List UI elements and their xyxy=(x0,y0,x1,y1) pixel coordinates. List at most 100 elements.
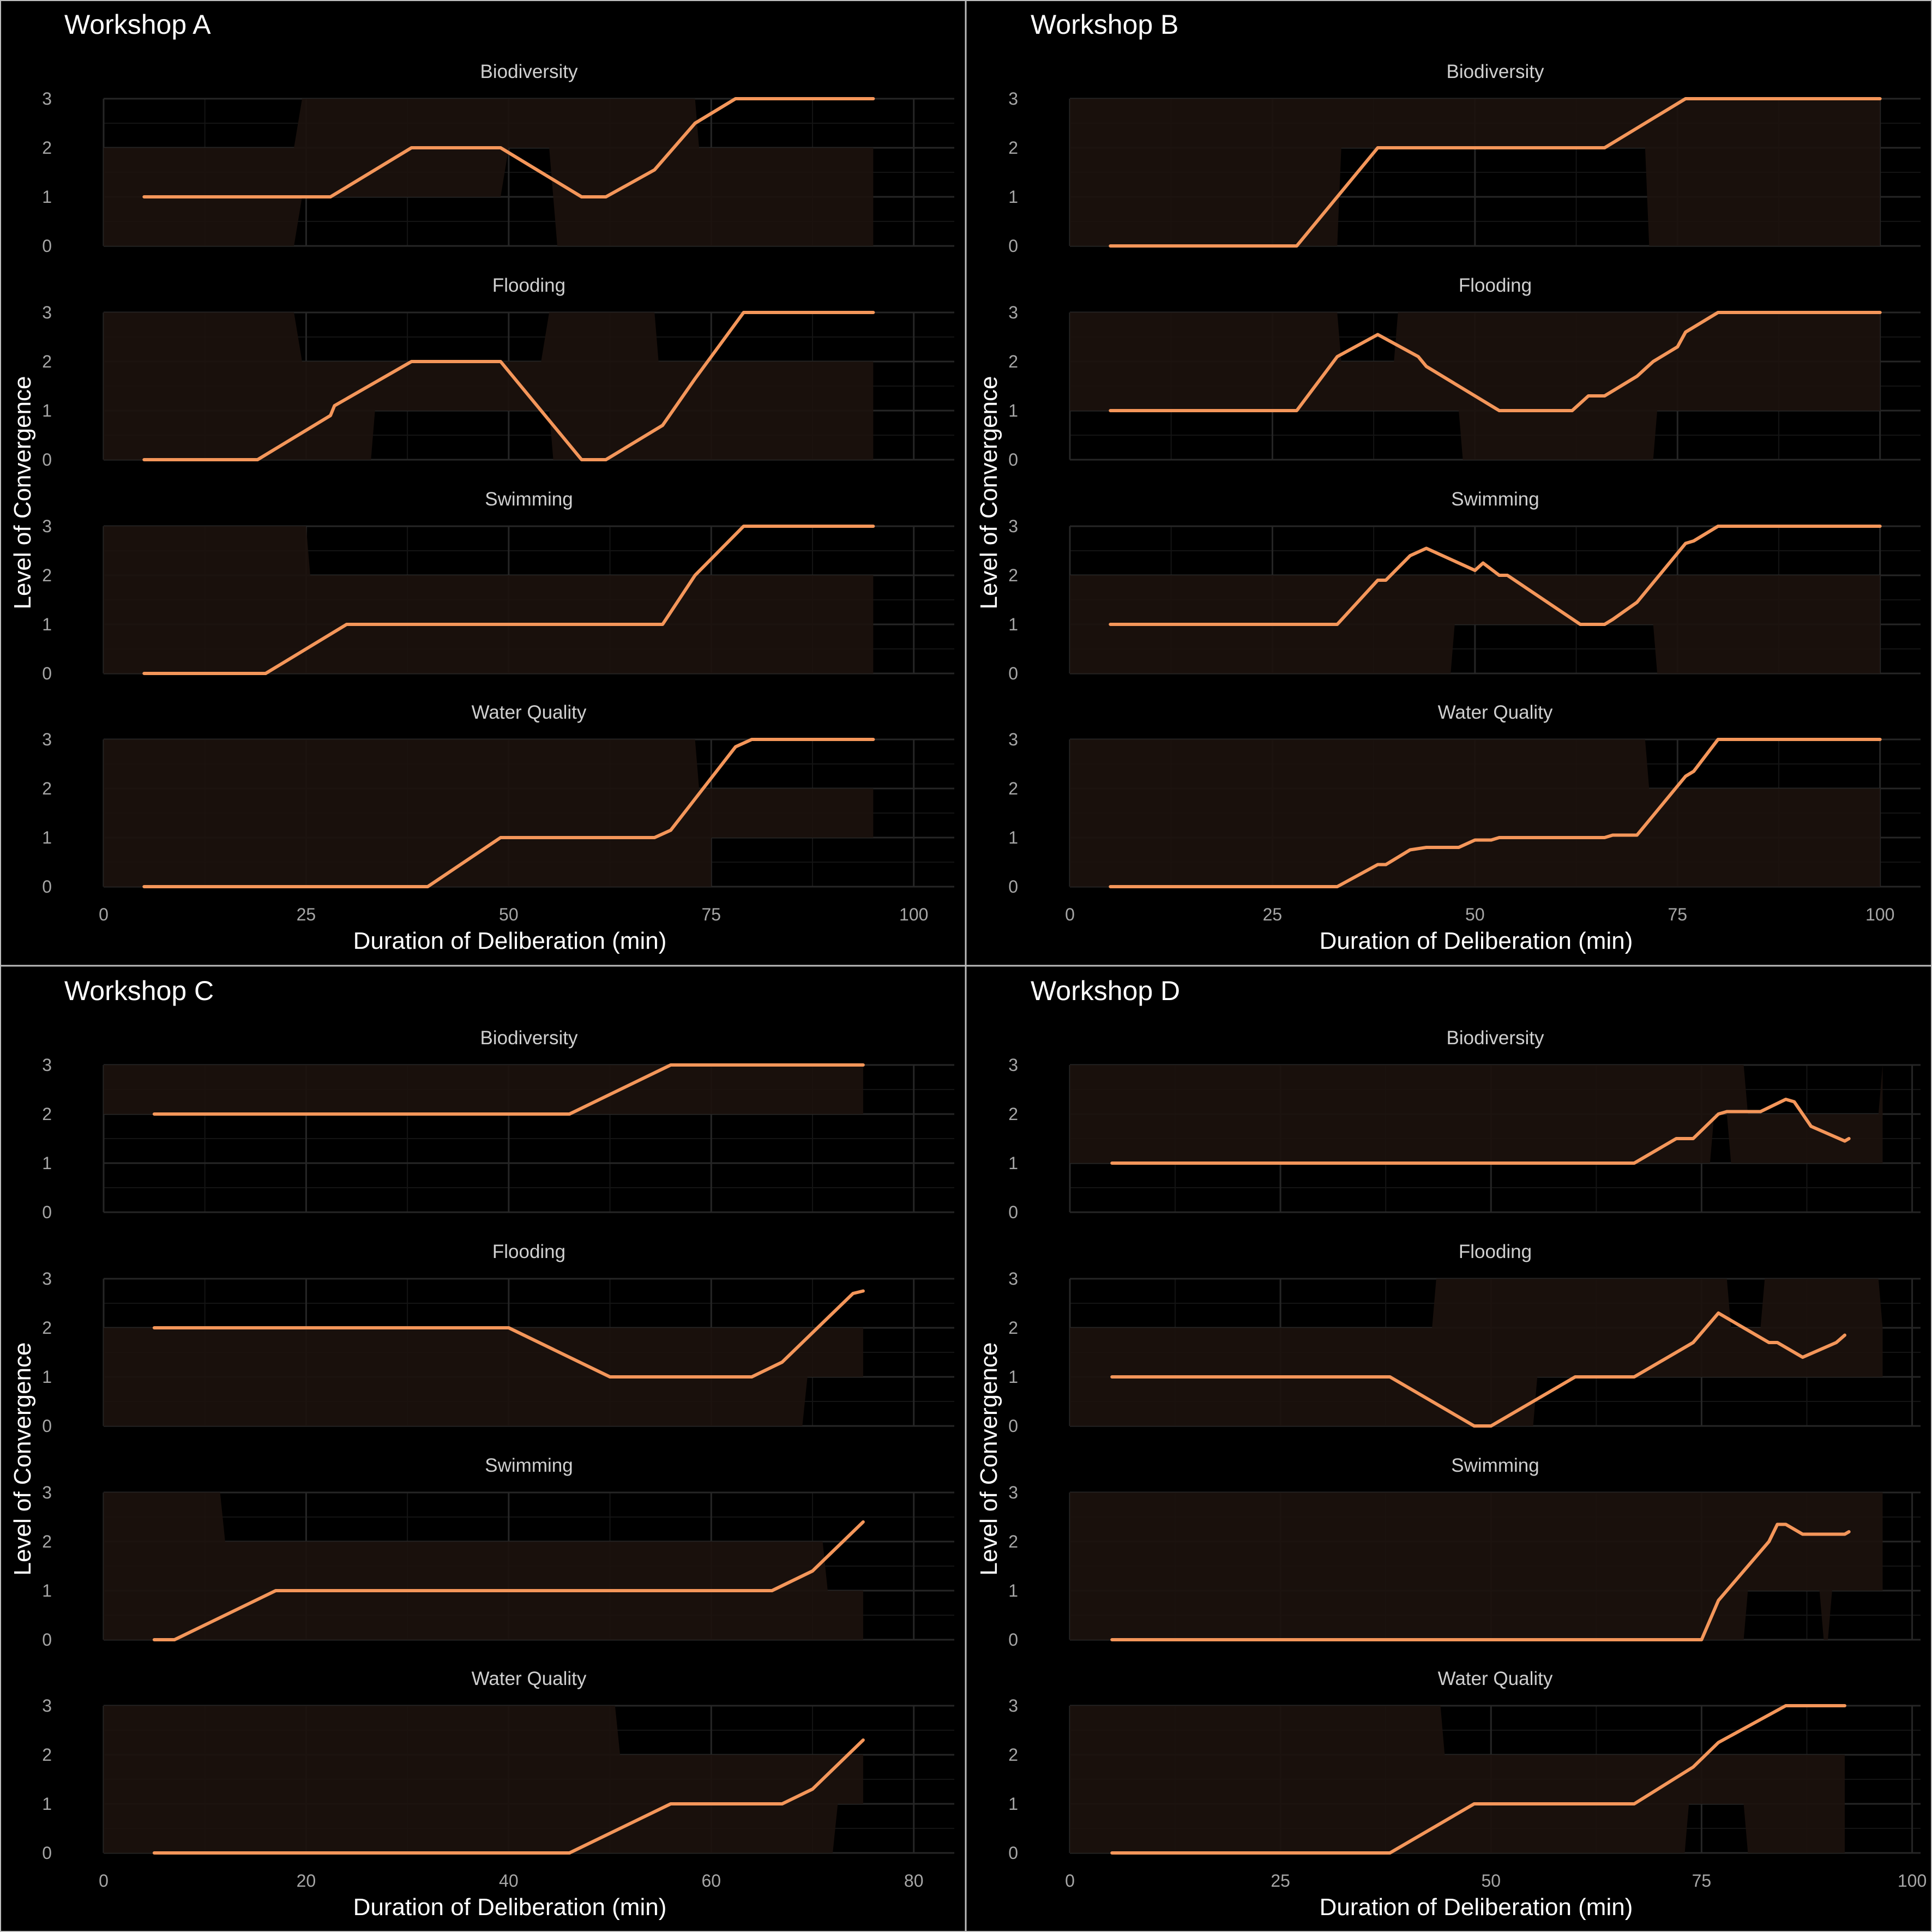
y-tick-label: 2 xyxy=(42,1318,52,1338)
y-tick-label: 3 xyxy=(1008,89,1018,109)
y-tick-label: 3 xyxy=(1008,1483,1018,1502)
y-tick-label: 2 xyxy=(42,565,52,585)
convergence-line xyxy=(142,525,875,675)
convergence-line xyxy=(152,1520,865,1641)
x-tick-label: 50 xyxy=(499,905,519,924)
y-tick-label: 3 xyxy=(1008,1055,1018,1075)
y-tick-label: 1 xyxy=(42,615,52,634)
y-tick-label: 0 xyxy=(1008,1416,1018,1436)
convergence-line xyxy=(1110,1098,1851,1165)
y-tick-label: 0 xyxy=(42,1416,52,1436)
y-tick-label: 2 xyxy=(1008,779,1018,798)
y-tick-label: 0 xyxy=(42,1630,52,1650)
y-tick-label: 0 xyxy=(42,877,52,896)
facet-label: Flooding xyxy=(1459,1241,1532,1262)
convergence-line xyxy=(152,1063,865,1116)
y-tick-label: 0 xyxy=(42,450,52,470)
facet-biodiversity: Biodiversity 0 1 2 3 xyxy=(1008,1027,1921,1222)
y-tick-label: 0 xyxy=(1008,664,1018,683)
facet-label: Biodiversity xyxy=(480,61,578,82)
range-band xyxy=(104,1065,863,1114)
facet-label: Swimming xyxy=(1451,1455,1539,1476)
y-tick-label: 3 xyxy=(42,1055,52,1075)
x-axis-title: Duration of Deliberation (min) xyxy=(1320,1894,1633,1921)
range-band xyxy=(104,1492,863,1640)
workshop-title: Workshop A xyxy=(64,9,211,40)
y-tick-label: 1 xyxy=(1008,1581,1018,1600)
y-tick-label: 2 xyxy=(1008,1745,1018,1765)
y-tick-label: 3 xyxy=(1008,516,1018,536)
convergence-line xyxy=(142,738,875,888)
y-tick-label: 3 xyxy=(42,1483,52,1502)
facet-swimming: Swimming 0 1 2 3 xyxy=(1008,1455,1921,1650)
y-tick-label: 1 xyxy=(42,1581,52,1600)
facet-biodiversity: Biodiversity 0 1 2 3 xyxy=(1008,61,1921,256)
x-tick-label: 25 xyxy=(297,905,316,924)
facet-label: Swimming xyxy=(485,1455,573,1476)
y-tick-label: 3 xyxy=(42,303,52,322)
facet-label: Biodiversity xyxy=(1447,1027,1544,1049)
range-band xyxy=(1070,739,1880,887)
x-tick-label: 100 xyxy=(1898,1871,1927,1891)
facet-water-quality: Water Quality 0 1 2 3 0 20 40 60 80 xyxy=(42,1668,954,1891)
y-tick-label: 3 xyxy=(42,730,52,749)
facet-swimming: Swimming 0 1 2 3 xyxy=(1008,489,1921,683)
workshop-workshop-a: Workshop ABiodiversity0123Flooding0123Sw… xyxy=(9,9,954,954)
y-tick-label: 0 xyxy=(1008,877,1018,896)
y-tick-label: 3 xyxy=(1008,1696,1018,1716)
y-tick-label: 3 xyxy=(1008,1269,1018,1289)
x-tick-label: 40 xyxy=(499,1871,519,1891)
y-tick-label: 0 xyxy=(42,236,52,256)
range-band xyxy=(1070,1279,1883,1426)
y-tick-label: 0 xyxy=(1008,1843,1018,1863)
workshop-title: Workshop C xyxy=(64,976,214,1006)
y-tick-label: 1 xyxy=(42,1367,52,1387)
y-tick-label: 2 xyxy=(1008,138,1018,158)
y-tick-label: 2 xyxy=(1008,1532,1018,1551)
y-tick-label: 3 xyxy=(1008,730,1018,749)
convergence-line xyxy=(152,1289,865,1379)
convergence-line xyxy=(1109,738,1882,888)
range-band xyxy=(104,526,874,673)
facet-flooding: Flooding 0 1 2 3 xyxy=(42,275,954,470)
convergence-line xyxy=(142,97,875,198)
x-tick-label: 80 xyxy=(904,1871,924,1891)
y-tick-label: 3 xyxy=(42,1269,52,1289)
y-tick-label: 2 xyxy=(42,779,52,798)
range-band xyxy=(104,1328,863,1426)
x-tick-label: 0 xyxy=(1065,1871,1075,1891)
facet-label: Water Quality xyxy=(1438,702,1553,723)
y-tick-label: 1 xyxy=(1008,615,1018,634)
x-axis-title: Duration of Deliberation (min) xyxy=(353,928,667,954)
x-tick-label: 25 xyxy=(1271,1871,1290,1891)
range-band xyxy=(1070,99,1880,246)
facet-flooding: Flooding 0 1 2 3 xyxy=(1008,275,1921,470)
facet-water-quality: Water Quality 0 1 2 3 0 25 50 75 100 xyxy=(42,702,954,924)
y-tick-label: 0 xyxy=(1008,450,1018,470)
range-band xyxy=(104,739,874,887)
workshop-title: Workshop D xyxy=(1031,976,1180,1006)
y-tick-label: 2 xyxy=(42,352,52,371)
y-tick-label: 2 xyxy=(1008,565,1018,585)
y-tick-label: 3 xyxy=(42,89,52,109)
y-tick-label: 1 xyxy=(42,401,52,420)
facet-label: Flooding xyxy=(492,1241,565,1262)
workshop-workshop-c: Workshop CBiodiversity0123Flooding0123Sw… xyxy=(9,976,954,1921)
facet-label: Flooding xyxy=(492,275,565,296)
x-tick-label: 75 xyxy=(701,905,721,924)
range-band xyxy=(104,312,874,460)
y-axis-title: Level of Convergence xyxy=(976,1342,1002,1575)
convergence-line xyxy=(1109,97,1882,248)
facet-flooding: Flooding 0 1 2 3 xyxy=(1008,1241,1921,1436)
y-tick-label: 2 xyxy=(42,1104,52,1124)
facet-swimming: Swimming 0 1 2 3 xyxy=(42,489,954,683)
y-axis-title: Level of Convergence xyxy=(9,376,36,609)
y-tick-label: 1 xyxy=(42,1153,52,1173)
facet-label: Water Quality xyxy=(472,702,587,723)
convergence-line xyxy=(1110,1311,1846,1428)
y-tick-label: 1 xyxy=(42,1794,52,1814)
x-tick-label: 0 xyxy=(99,1871,109,1891)
range-band xyxy=(104,1706,863,1853)
